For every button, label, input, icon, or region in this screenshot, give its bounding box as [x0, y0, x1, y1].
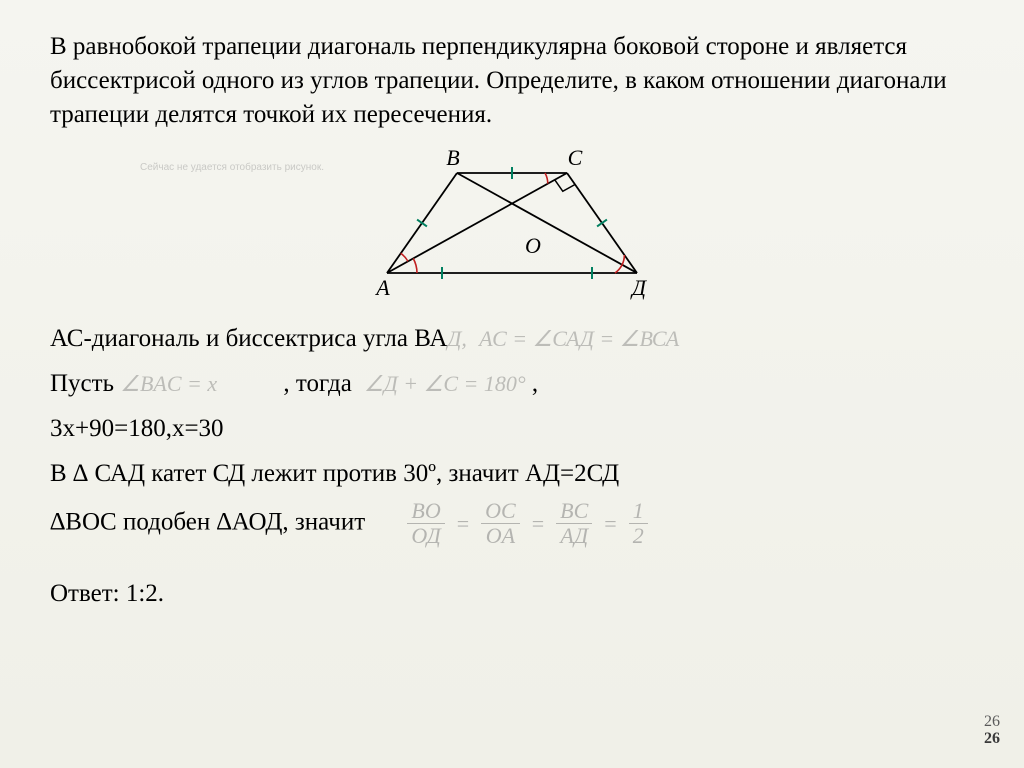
watermark-text: Сейчас не удается отобразить рисунок. [140, 162, 324, 173]
solution-line-4: В ∆ САД катет СД лежит против 30º, значи… [50, 455, 974, 494]
svg-text:В: В [446, 145, 459, 170]
line2-faded-b: ∠Д + ∠С = 180° [364, 371, 526, 396]
line2-mid: , тогда [283, 370, 351, 397]
line2-pre: Пусть [50, 370, 120, 397]
line1-text: АС-диагональ и биссектриса угла ВА [50, 325, 447, 352]
svg-text:Д: Д [630, 275, 647, 300]
line1-faded-extra: АС = ∠САД = ∠ВСА [479, 326, 679, 351]
line2-end: , [532, 370, 538, 397]
svg-text:С: С [568, 145, 583, 170]
page-n2: 26 [984, 730, 1000, 748]
page-number: 26 26 [984, 713, 1000, 748]
trapezoid-diagram: В С А Д O [347, 143, 677, 308]
ratio-fractions: BOОД=OCOA=BCАД=12 [401, 499, 653, 548]
answer-line: Ответ: 1:2. [50, 575, 974, 614]
problem-statement: В равнобокой трапеции диагональ перпенди… [50, 30, 974, 131]
solution-line-3: 3x+90=180,x=30 [50, 410, 974, 449]
solution-line-5: ∆BOC подобен ∆АОД, значит BOОД=OCOA=BCАД… [50, 499, 974, 548]
line1-faded: Д, [447, 326, 467, 351]
line5-pre: ∆BOC подобен ∆АОД, значит [50, 509, 365, 536]
page-n1: 26 [984, 713, 1000, 731]
solution-line-1: АС-диагональ и биссектриса угла ВАД, АС … [50, 320, 974, 359]
svg-text:O: O [525, 233, 541, 258]
solution-line-2: Пусть ∠BAC = x , тогда ∠Д + ∠С = 180° , [50, 365, 974, 404]
line2-faded-a: ∠BAC = x [120, 371, 217, 396]
svg-text:А: А [374, 275, 390, 300]
